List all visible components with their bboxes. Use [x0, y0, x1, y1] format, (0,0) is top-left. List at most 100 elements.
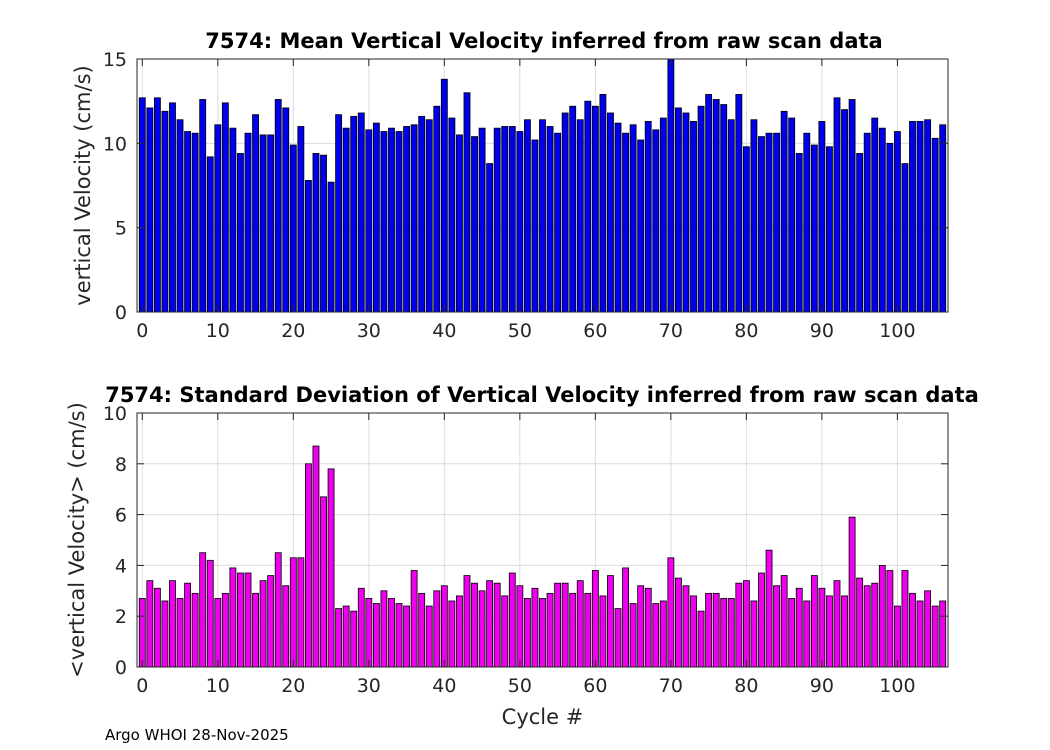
- bar: [523, 119, 531, 313]
- bar: [682, 112, 690, 313]
- bar: [501, 595, 509, 668]
- bar: [667, 557, 675, 668]
- bar: [833, 97, 841, 313]
- bar: [614, 608, 622, 668]
- x-tick-label: 0: [136, 320, 148, 342]
- bar: [214, 598, 222, 668]
- bar: [357, 587, 365, 668]
- bar: [539, 119, 546, 313]
- bar: [320, 496, 327, 668]
- bar: [433, 590, 441, 668]
- bar: [380, 590, 388, 668]
- bar: [206, 156, 214, 313]
- bar: [569, 592, 577, 668]
- bar: [184, 582, 192, 668]
- bar: [229, 567, 237, 668]
- x-tick-label: 70: [659, 320, 683, 342]
- bar: [561, 582, 569, 668]
- bar: [924, 119, 932, 313]
- bar: [267, 575, 275, 668]
- x-tick-label: 50: [508, 675, 532, 697]
- x-tick-label: 10: [206, 320, 230, 342]
- bar: [697, 105, 705, 313]
- bar: [584, 592, 592, 668]
- bar: [433, 105, 441, 313]
- bar: [153, 587, 161, 668]
- bar: [637, 139, 645, 313]
- bar: [380, 131, 388, 313]
- bar: [410, 570, 418, 668]
- axes-frame: [136, 412, 949, 668]
- bar: [871, 117, 879, 313]
- bar: [863, 585, 871, 668]
- bar: [327, 181, 335, 313]
- x-tick-label: 0: [136, 675, 148, 697]
- x-tick-label: 90: [810, 675, 834, 697]
- bar: [939, 600, 947, 668]
- bar: [448, 117, 456, 313]
- bar: [924, 590, 932, 668]
- x-tick-label: 40: [432, 320, 456, 342]
- bar: [720, 104, 728, 313]
- bar: [388, 127, 395, 313]
- bar: [584, 100, 592, 313]
- bar: [878, 565, 886, 668]
- bar: [403, 126, 410, 313]
- bar: [893, 605, 901, 668]
- mean-velocity-chart: 0 10 20 30 40 50 60 70 80 90 100 0 5 10 15 7574: Mean V…: [71, 29, 949, 342]
- bar: [146, 580, 154, 668]
- bar: [199, 99, 207, 313]
- bar: [478, 590, 486, 668]
- bar: [916, 121, 924, 313]
- bar: [282, 585, 290, 668]
- x-tick-label: 80: [734, 320, 758, 342]
- bar: [833, 580, 841, 668]
- bar: [735, 582, 743, 668]
- x-tick-label: 60: [583, 675, 607, 697]
- bar: [365, 129, 373, 313]
- bar: [516, 585, 524, 668]
- bar: [599, 94, 607, 313]
- bar: [191, 592, 199, 668]
- bar: [742, 146, 750, 313]
- bar: [395, 131, 403, 313]
- bar: [856, 577, 864, 668]
- bar: [425, 119, 433, 313]
- bar: [418, 115, 426, 313]
- bar: [614, 122, 622, 313]
- bar: [659, 600, 667, 668]
- bar: [327, 468, 335, 668]
- bar: [161, 600, 169, 668]
- y-axis-label: <vertical Velocity> (cm/s): [65, 402, 89, 678]
- bar: [259, 134, 267, 313]
- bar: [773, 132, 781, 313]
- bar: [539, 598, 546, 668]
- bar: [848, 99, 856, 313]
- bar: [675, 107, 682, 313]
- bar: [229, 127, 237, 313]
- bar: [727, 598, 735, 668]
- y-tick-label: 5: [115, 218, 127, 240]
- bar: [372, 122, 380, 313]
- bar: [237, 153, 244, 313]
- bar: [705, 94, 713, 313]
- bar: [554, 132, 562, 313]
- bar: [644, 121, 652, 313]
- x-tick-label: 60: [583, 320, 607, 342]
- bar: [214, 124, 222, 313]
- bar: [169, 102, 176, 313]
- bar: [569, 105, 577, 313]
- x-tick-label: 90: [810, 320, 834, 342]
- bar: [576, 119, 584, 313]
- y-tick-label: 2: [115, 606, 127, 628]
- bar: [221, 592, 229, 668]
- bar: [456, 595, 463, 668]
- bar: [501, 126, 509, 313]
- bar: [652, 603, 660, 668]
- bar: [221, 102, 229, 313]
- bar: [765, 549, 773, 668]
- bar: [765, 132, 773, 313]
- bar: [810, 575, 818, 668]
- bar: [818, 587, 826, 668]
- bar: [675, 577, 682, 668]
